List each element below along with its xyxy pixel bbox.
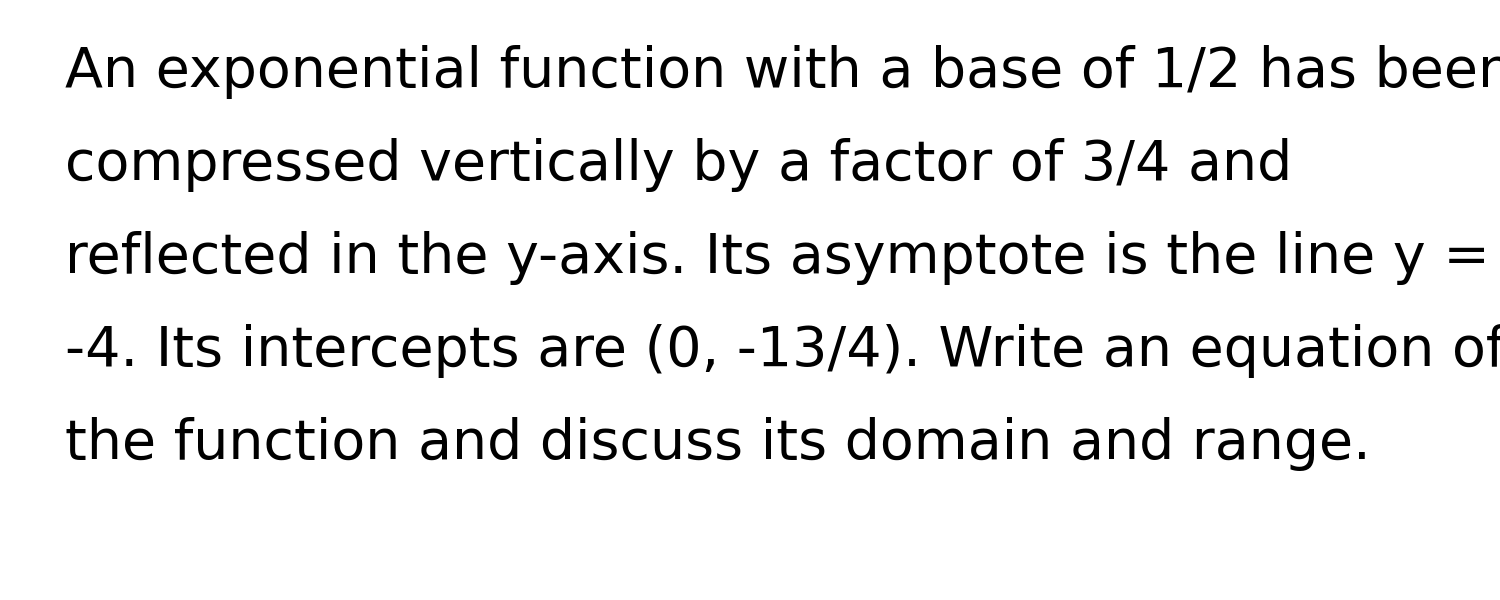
Text: compressed vertically by a factor of 3/4 and: compressed vertically by a factor of 3/4… [64,138,1292,192]
Text: the function and discuss its domain and range.: the function and discuss its domain and … [64,417,1371,471]
Text: An exponential function with a base of 1/2 has been: An exponential function with a base of 1… [64,45,1500,99]
Text: reflected in the y-axis. Its asymptote is the line y =: reflected in the y-axis. Its asymptote i… [64,231,1490,285]
Text: -4. Its intercepts are (0, -13/4). Write an equation of: -4. Its intercepts are (0, -13/4). Write… [64,324,1500,378]
